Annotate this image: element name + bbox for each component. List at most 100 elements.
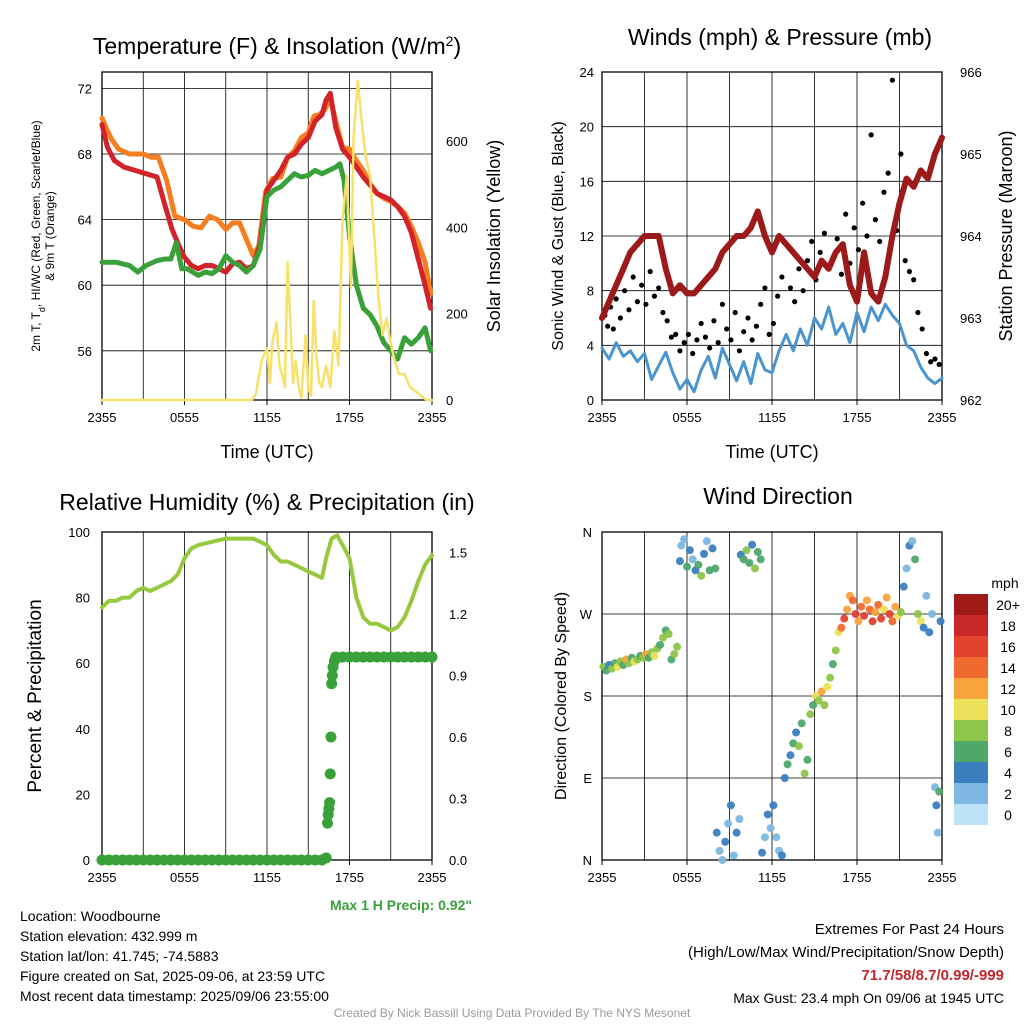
wind-direction-point <box>911 555 920 564</box>
wind-direction-point <box>820 701 829 710</box>
winds-ylabel: Sonic Wind & Gust (Blue, Black) <box>550 121 567 350</box>
credit-line: Created By Nick Bassill Using Data Provi… <box>333 1006 691 1020</box>
precip-point <box>322 817 333 829</box>
winds-gust-point <box>677 348 683 354</box>
max-precip-label: Max 1 H Precip: 0.92" <box>330 897 472 913</box>
colorbar-swatch <box>954 741 988 762</box>
winds-gust-point <box>911 277 917 283</box>
winds-gust-point <box>877 238 883 245</box>
winds-xlabel: Time (UTC) <box>725 442 818 462</box>
precip-point <box>324 768 336 780</box>
station-latlon: Station lat/lon: 41.745; -74.5883 <box>20 948 219 964</box>
humidity-xtick-label: 2355 <box>88 870 117 885</box>
recent-timestamp: Most recent data timestamp: 2025/09/06 2… <box>20 988 329 1004</box>
wind-direction-ylabel: Direction (Colored By Speed) <box>553 592 570 800</box>
wind-direction-point <box>823 682 832 691</box>
winds-xtick-label: 2355 <box>928 410 957 425</box>
wind-direction-point <box>800 769 809 778</box>
wind-direction-point <box>783 760 792 769</box>
temperature-chart-title: Temperature (F) & Insolation (W/m2) <box>93 33 461 59</box>
winds-gust-point <box>936 361 942 368</box>
winds-gust-point <box>732 309 738 316</box>
wind-direction-point <box>745 558 754 567</box>
winds-gust-point <box>932 356 938 362</box>
winds-gust-point <box>872 217 879 223</box>
wind-direction-point <box>726 801 735 810</box>
colorbar-swatch <box>954 720 988 741</box>
temperature-ytick-label: 68 <box>78 147 92 162</box>
wind-direction-point <box>877 614 886 623</box>
wind-direction-point <box>854 617 863 626</box>
winds-gust-point <box>800 288 806 294</box>
winds-gust-point <box>821 230 828 236</box>
wind-direction-point <box>735 815 744 823</box>
pressure-ytick-label: 963 <box>960 311 982 326</box>
wind-direction-point <box>673 642 682 651</box>
winds-gust-point <box>753 323 760 329</box>
colorbar-swatch <box>954 657 988 678</box>
winds-gust-point <box>906 268 913 275</box>
temperature-ylabel-line2: & 9m T (Orange) <box>43 191 57 281</box>
winds-ytick-label: 4 <box>587 338 594 353</box>
winds-gust-point <box>724 326 730 332</box>
colorbar-label: 14 <box>1000 660 1016 676</box>
winds-ytick-label: 16 <box>580 174 594 189</box>
winds-gust-point <box>613 296 619 302</box>
wind-direction-point <box>792 728 801 737</box>
wind-direction-point <box>675 557 684 566</box>
wind-direction-point <box>683 562 691 571</box>
wind-direction-point <box>677 541 686 550</box>
winds-gust-point <box>728 337 734 343</box>
winds-ytick-label: 0 <box>587 393 594 408</box>
precip-point <box>426 651 438 663</box>
wind-direction-point <box>871 608 880 617</box>
winds-ytick-label: 20 <box>580 120 594 135</box>
wind-direction-point <box>935 787 944 796</box>
winds-gust-point <box>745 315 751 321</box>
precip-ytick-label: 0.0 <box>449 853 467 868</box>
pressure-ylabel: Station Pressure (Maroon) <box>996 130 1016 341</box>
wind-direction-xtick-label: 1155 <box>758 870 786 885</box>
wind-direction-xtick-label: 1755 <box>843 870 872 885</box>
insolation-ytick-label: 600 <box>446 134 468 149</box>
wind-direction-point <box>922 591 931 600</box>
pressure-ytick-label: 966 <box>960 65 982 80</box>
temperature-xtick-label: 1155 <box>253 410 281 425</box>
wind-direction-point <box>786 751 795 760</box>
temperature-xtick-label: 1755 <box>335 410 364 425</box>
wind-direction-point <box>848 596 857 605</box>
winds-gust-point <box>766 331 772 337</box>
wind-direction-point <box>933 828 942 837</box>
humidity-xtick-label: 1155 <box>253 870 281 885</box>
wind-direction-point <box>700 549 708 558</box>
winds-gust-point <box>796 266 802 272</box>
wind-direction-point <box>708 544 717 553</box>
wind-direction-point <box>932 801 941 810</box>
winds-series-pressure <box>599 134 945 321</box>
colorbar-swatch <box>954 699 988 720</box>
pressure-ytick-label: 965 <box>960 147 982 162</box>
wind-direction-point <box>828 660 837 669</box>
wind-direction-point <box>888 617 897 626</box>
humidity-series-rh <box>100 533 434 633</box>
colorbar-label: 10 <box>1000 702 1016 718</box>
wind-direction-point <box>685 546 694 555</box>
wind-direction-point <box>797 719 806 728</box>
humidity-ytick-label: 0 <box>83 853 90 868</box>
temperature-xtick-label: 2355 <box>88 410 117 425</box>
winds-gust-point <box>749 337 755 343</box>
wind-direction-point <box>702 537 711 546</box>
wind-direction-point <box>769 801 778 810</box>
wind-direction-point <box>837 623 846 632</box>
wind-direction-point <box>718 856 727 864</box>
colorbar-swatch <box>954 636 988 657</box>
wind-direction-point <box>670 650 679 659</box>
extremes-subtitle: (High/Low/Max Wind/Precipitation/Snow De… <box>688 944 1004 961</box>
colorbar-label: 12 <box>1000 681 1016 697</box>
wind-direction-point <box>658 633 667 642</box>
wind-direction-point <box>885 610 894 618</box>
wind-direction-xtick-label: 0555 <box>673 870 702 885</box>
wind-direction-point <box>794 742 803 751</box>
humidity-xtick-label: 1755 <box>335 870 364 885</box>
